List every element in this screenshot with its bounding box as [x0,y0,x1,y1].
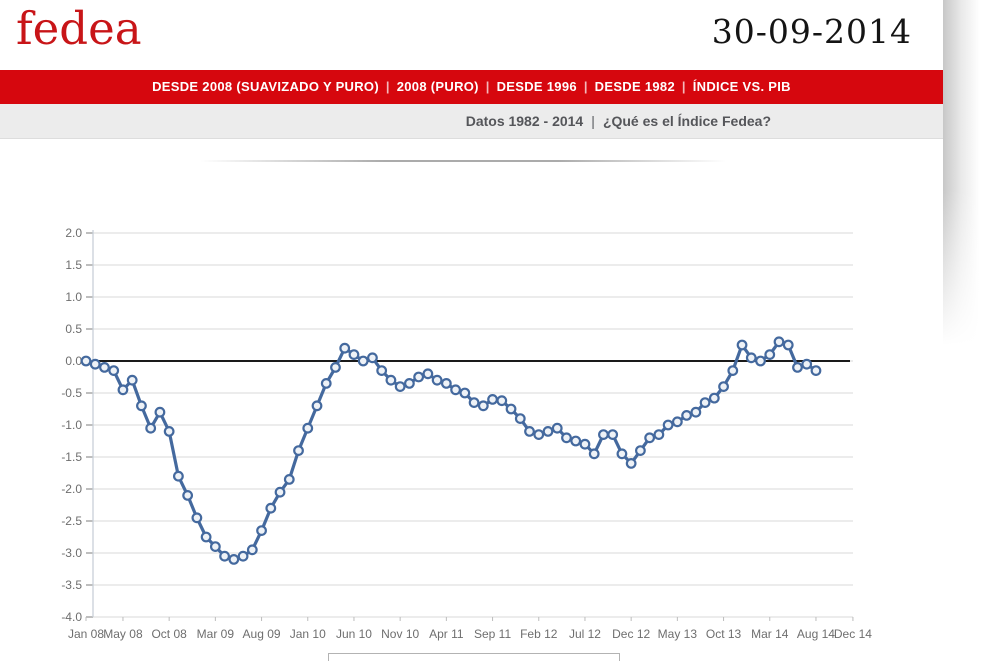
svg-text:Aug 14: Aug 14 [797,627,835,641]
subnav-link-0[interactable]: Datos 1982 - 2014 [465,113,584,129]
separator: | [587,113,599,129]
svg-text:Sep 11: Sep 11 [474,627,511,641]
svg-text:May 13: May 13 [658,627,698,641]
svg-text:-3.5: -3.5 [61,578,82,592]
svg-text:May 08: May 08 [103,627,143,641]
svg-text:Jul 12: Jul 12 [569,627,601,641]
nav-link-3[interactable]: DESDE 1982 [594,79,675,94]
svg-text:Mar 14: Mar 14 [751,627,789,641]
svg-text:1.0: 1.0 [65,290,82,304]
svg-text:Nov 10: Nov 10 [381,627,419,641]
separator: | [678,79,690,94]
svg-text:2.0: 2.0 [65,226,82,240]
svg-text:Jun 10: Jun 10 [336,627,372,641]
svg-text:-4.0: -4.0 [61,610,82,624]
svg-text:-1.0: -1.0 [61,418,82,432]
page-root: fedea 30-09-2014 DESDE 2008 (SUAVIZADO Y… [0,2,943,661]
fedea-logo[interactable]: fedea [16,2,142,55]
svg-text:Apr 11: Apr 11 [429,627,464,641]
header-date: 30-09-2014 [711,12,912,51]
subnav-link-1[interactable]: ¿Qué es el Índice Fedea? [602,113,771,129]
svg-text:-1.5: -1.5 [61,450,82,464]
svg-text:Jan 08: Jan 08 [68,627,104,641]
svg-text:-2.5: -2.5 [61,514,82,528]
svg-text:-2.0: -2.0 [61,482,82,496]
below-fold-panel [328,653,620,661]
svg-text:-0.5: -0.5 [61,386,82,400]
fedea-index-chart: 2.0 1.5 1.0 0.5 0.0 -0.5 -1.0 -1.5 -2.0 -2.5 -3.0 -… [61,226,872,641]
svg-text:0.5: 0.5 [65,322,82,336]
svg-text:-3.0: -3.0 [61,546,82,560]
right-edge-shade [943,0,986,345]
nav-link-1[interactable]: 2008 (PURO) [396,79,479,94]
svg-text:0.0: 0.0 [65,354,82,368]
nav-link-2[interactable]: DESDE 1996 [496,79,577,94]
svg-text:Dec 12: Dec 12 [612,627,650,641]
nav-link-0[interactable]: DESDE 2008 (SUAVIZADO Y PURO) [152,79,379,94]
main-nav: DESDE 2008 (SUAVIZADO Y PURO) | 2008 (PU… [0,70,943,104]
svg-text:Oct 08: Oct 08 [151,627,187,641]
svg-text:Oct 13: Oct 13 [706,627,742,641]
svg-text:Aug 09: Aug 09 [243,627,281,641]
svg-text:Feb 12: Feb 12 [520,627,558,641]
svg-text:Dec 14: Dec 14 [834,627,872,641]
svg-text:Mar 09: Mar 09 [197,627,235,641]
svg-text:Jan 10: Jan 10 [290,627,326,641]
separator: | [579,79,592,94]
nav-link-4[interactable]: ÍNDICE VS. PIB [692,79,791,94]
separator: | [381,79,394,94]
sub-nav: Datos 1982 - 2014 | ¿Qué es el Índice Fe… [0,104,943,139]
section-divider [200,160,726,162]
separator: | [481,79,494,94]
svg-text:1.5: 1.5 [65,258,82,272]
